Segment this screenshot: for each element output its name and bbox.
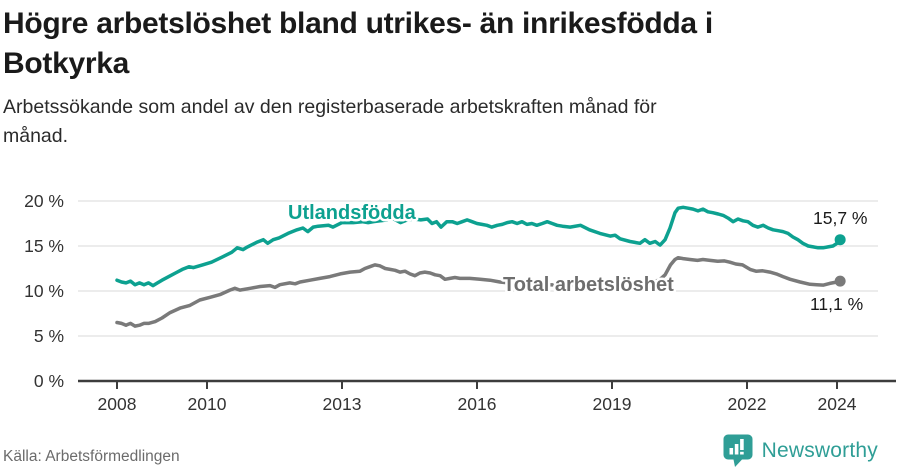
page-title-line-2: Botkyrka [3,47,129,80]
series-end-value-0: 15,7 % [813,208,867,228]
newsworthy-logo: Newsworthy [723,434,878,468]
x-tick-label-2010: 2010 [188,394,227,414]
x-tick-label-2022: 2022 [728,394,767,414]
series-line-1 [115,255,842,328]
series-label-1: Total arbetslöshet [503,274,674,296]
chart-subtitle: Arbetssökande som andel av den registerb… [3,93,897,151]
x-tick-label-2013: 2013 [323,394,362,414]
y-tick-label-5: 5 % [34,326,64,346]
chart-subtitle-line-2: månad. [3,125,69,147]
page-title-line-1: Högre arbetslöshet bland utrikes- än inr… [3,7,713,40]
x-tick-label-2016: 2016 [458,394,497,414]
x-tick-label-2008: 2008 [98,394,137,414]
series-line-0 [115,205,842,288]
y-tick-label-0: 0 % [34,371,64,391]
chart-subtitle-line-1: Arbetssökande som andel av den registerb… [3,96,657,118]
x-tick-label-2019: 2019 [593,394,632,414]
series-end-dot-1 [834,275,846,287]
source-note: Källa: Arbetsförmedlingen [3,448,180,465]
series-end-value-1: 11,1 % [810,294,863,314]
y-tick-label-10: 10 % [24,281,64,301]
newsworthy-wordmark: Newsworthy [761,439,878,462]
x-tick-label-2024: 2024 [818,394,857,414]
y-tick-label-20: 20 % [24,191,64,211]
y-tick-label-15: 15 % [24,236,64,256]
newsworthy-bar-chart-bubble-icon [723,434,753,467]
chart-header: Högre arbetslöshet bland utrikes- än inr… [3,4,897,151]
series-label-0: Utlandsfödda [288,202,417,224]
series-end-dot-0 [834,234,846,246]
